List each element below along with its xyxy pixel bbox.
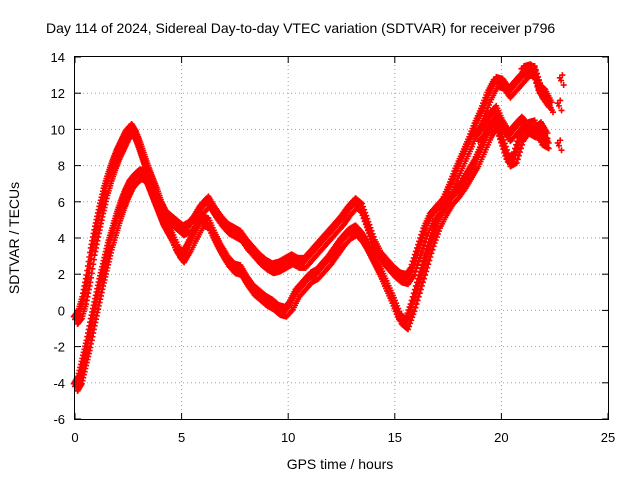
x-tick-label: 0 (71, 430, 78, 445)
x-tick-label: 25 (601, 430, 615, 445)
y-tick-label: 10 (51, 122, 65, 137)
data-point-track-upper (415, 258, 422, 265)
x-tick-label: 5 (178, 430, 185, 445)
chart-title: Day 114 of 2024, Sidereal Day-to-day VTE… (46, 20, 555, 36)
x-tick-label: 10 (281, 430, 295, 445)
y-tick-label: 14 (51, 50, 65, 65)
data-point-track-upper (414, 262, 421, 269)
data-point-track-upper (417, 252, 424, 259)
data-point-track-upper (418, 248, 425, 255)
y-tick-label: 12 (51, 86, 65, 101)
y-tick-label: -4 (53, 376, 65, 391)
data-point-track-upper (355, 202, 362, 209)
data-point-track-upper (421, 242, 428, 249)
x-tick-label: 15 (388, 430, 402, 445)
data-point-track-upper (416, 255, 423, 262)
x-axis-label: GPS time / hours (287, 456, 394, 472)
x-tick-label: 20 (494, 430, 508, 445)
y-tick-label: 0 (58, 303, 65, 318)
y-tick-label: 8 (58, 159, 65, 174)
y-tick-label: -6 (53, 412, 65, 427)
y-tick-label: 2 (58, 267, 65, 282)
y-tick-label: -2 (53, 340, 65, 355)
y-axis-label: SDTVAR / TECUs (6, 182, 22, 294)
axis-ticks: 0 5 10 15 20 25 -6 -4 -2 0 2 4 6 8 10 12 14 (51, 50, 616, 445)
data-point-track-upper (419, 245, 426, 252)
y-tick-label: 4 (58, 231, 65, 246)
y-tick-label: 6 (58, 195, 65, 210)
data-points (70, 61, 567, 394)
